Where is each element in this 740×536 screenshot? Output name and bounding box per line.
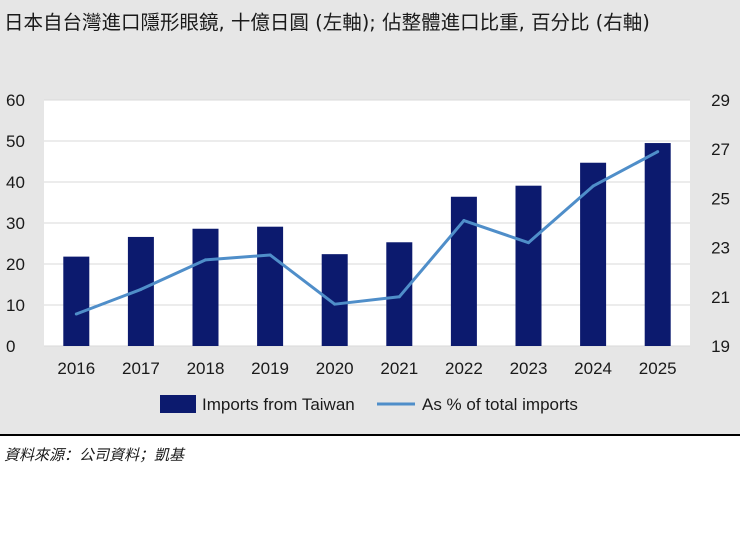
bar-imports-2023 bbox=[515, 185, 542, 346]
line-share-of-imports bbox=[75, 150, 659, 316]
point-share-2024 bbox=[591, 184, 595, 188]
x-axis-tick-label: 2023 bbox=[510, 359, 548, 378]
x-axis-tick-label: 2022 bbox=[445, 359, 483, 378]
point-share-2023 bbox=[527, 241, 530, 245]
x-axis-tick-label: 2025 bbox=[639, 359, 677, 378]
left-axis-tick-label: 60 bbox=[6, 91, 25, 110]
left-axis-tick-label: 50 bbox=[6, 132, 25, 151]
chart-panel: 日本自台灣進口隱形眼鏡, 十億日圓 (左軸); 佔整體進口比重, 百分比 (右軸… bbox=[0, 0, 740, 436]
bar-imports-2020 bbox=[321, 254, 348, 346]
bar-imports-2019 bbox=[257, 226, 284, 346]
bar-imports-2018 bbox=[192, 228, 219, 346]
legend-label-imports: Imports from Taiwan bbox=[202, 395, 355, 414]
x-axis-tick-label: 2016 bbox=[57, 359, 95, 378]
x-axis-tick-label: 2021 bbox=[380, 359, 418, 378]
left-axis-tick-label: 40 bbox=[6, 173, 25, 192]
bar-imports-2016 bbox=[63, 256, 90, 346]
chart-title: 日本自台灣進口隱形眼鏡, 十億日圓 (左軸); 佔整體進口比重, 百分比 (右軸… bbox=[4, 11, 650, 34]
right-axis-tick-label: 23 bbox=[711, 239, 730, 258]
point-share-2017 bbox=[139, 287, 143, 291]
point-share-2016 bbox=[74, 312, 78, 316]
bar-imports-2021 bbox=[386, 242, 413, 346]
x-axis-tick-label: 2024 bbox=[574, 359, 612, 378]
right-axis-tick-label: 29 bbox=[711, 91, 730, 110]
right-axis-tick-label: 21 bbox=[711, 288, 730, 307]
left-axis-tick-label: 20 bbox=[6, 255, 25, 274]
legend-label-share: As % of total imports bbox=[422, 395, 578, 414]
legend-bar-swatch bbox=[160, 395, 196, 413]
x-axis-tick-label: 2017 bbox=[122, 359, 160, 378]
bar-imports-2025 bbox=[644, 143, 671, 346]
point-share-2019 bbox=[268, 253, 272, 257]
point-share-2020 bbox=[333, 302, 337, 306]
source-note: 資料來源：公司資料；凱基 bbox=[4, 446, 185, 464]
point-share-2025 bbox=[656, 150, 660, 154]
x-axis-tick-label: 2019 bbox=[251, 359, 289, 378]
point-share-2021 bbox=[397, 295, 401, 299]
left-axis-tick-label: 30 bbox=[6, 214, 25, 233]
point-share-2022 bbox=[462, 219, 466, 223]
left-axis-tick-label: 10 bbox=[6, 296, 25, 315]
x-axis-tick-label: 2020 bbox=[316, 359, 354, 378]
point-share-2018 bbox=[204, 258, 207, 262]
right-axis-tick-label: 25 bbox=[711, 189, 730, 208]
bar-imports-2024 bbox=[580, 162, 607, 346]
x-axis-tick-label: 2018 bbox=[187, 359, 225, 378]
left-axis-tick-label: 0 bbox=[6, 337, 15, 356]
right-axis-tick-label: 27 bbox=[711, 140, 730, 159]
right-axis-tick-label: 19 bbox=[711, 337, 730, 356]
chart-canvas: 0 10 20 30 40 50 60 19 21 23 25 27 29 2016 2017 2018 2… bbox=[6, 91, 730, 414]
